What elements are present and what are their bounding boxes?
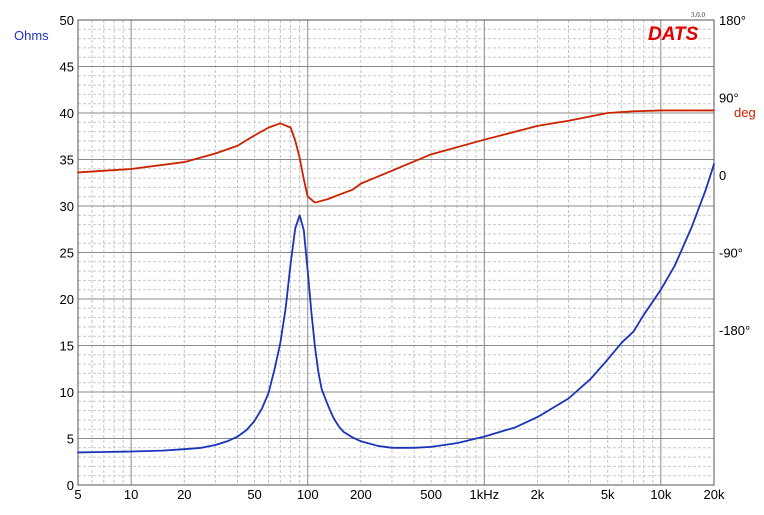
y-tick-label: 25 <box>60 246 74 261</box>
y-tick-label: 40 <box>60 106 74 121</box>
x-tick-label: 10k <box>650 487 671 502</box>
x-tick-label: 100 <box>297 487 319 502</box>
x-tick-label: 10 <box>124 487 138 502</box>
y-tick-label: 10 <box>60 385 74 400</box>
phase-series-line <box>77 109 715 204</box>
right-tick-labels: 180° 90° 0 -90° -180° <box>719 13 750 338</box>
y-tick-label: 20 <box>60 292 74 307</box>
right-tick-label: 0 <box>719 168 726 183</box>
plot-frame <box>77 19 715 486</box>
y-tick-label: 0 <box>67 478 74 493</box>
right-axis-label: deg <box>734 105 756 120</box>
impedance-series-line <box>77 163 715 454</box>
y-axis-label: Ohms <box>14 28 49 43</box>
y-tick-labels: 0 5 10 15 20 25 30 35 40 45 50 <box>60 13 74 493</box>
right-tick-label: -90° <box>719 246 743 261</box>
x-tick-label: 500 <box>420 487 442 502</box>
x-tick-label: 5k <box>601 487 615 502</box>
x-tick-labels: 5 10 20 50 100 200 500 1kHz 2k 5k 10k 20k <box>74 487 725 502</box>
right-tick-label: 90° <box>719 91 739 106</box>
series-lines <box>77 109 715 454</box>
x-tick-label: 1kHz <box>469 487 499 502</box>
right-tick-label: 180° <box>719 13 746 28</box>
x-tick-label: 200 <box>350 487 372 502</box>
x-tick-label: 50 <box>247 487 261 502</box>
y-tick-label: 50 <box>60 13 74 28</box>
y-tick-label: 5 <box>67 432 74 447</box>
x-tick-label: 20 <box>177 487 191 502</box>
y-tick-label: 35 <box>60 153 74 168</box>
y-tick-label: 30 <box>60 199 74 214</box>
x-tick-label: 20k <box>704 487 725 502</box>
version-label: 3.0.0 <box>691 11 706 19</box>
y-tick-label: 45 <box>60 60 74 75</box>
x-tick-label: 2k <box>531 487 545 502</box>
dats-logo: DATS <box>648 24 699 45</box>
x-tick-label: 5 <box>74 487 81 502</box>
right-tick-label: -180° <box>719 323 750 338</box>
y-tick-label: 15 <box>60 339 74 354</box>
